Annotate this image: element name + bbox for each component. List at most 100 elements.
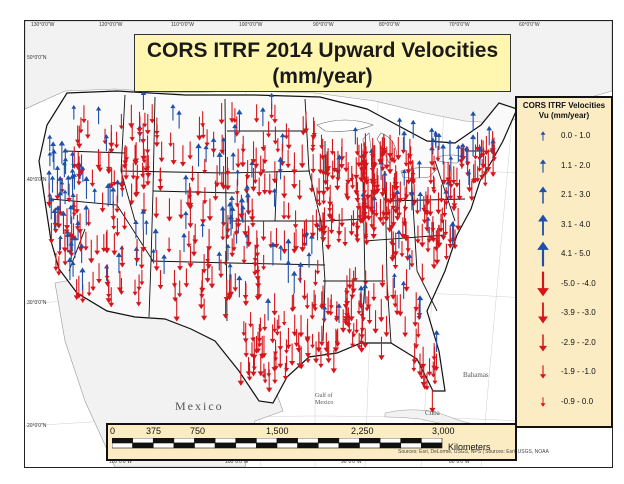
arrow-up-icon bbox=[538, 186, 548, 204]
velocity-arrow-down bbox=[440, 161, 448, 186]
velocity-arrow-down bbox=[358, 160, 365, 183]
velocity-arrow-up bbox=[417, 191, 424, 212]
velocity-arrow-down bbox=[313, 209, 320, 229]
velocity-arrow-down bbox=[256, 177, 262, 197]
velocity-arrow-down bbox=[173, 298, 180, 322]
velocity-arrow-up bbox=[244, 192, 251, 214]
velocity-arrow-down bbox=[299, 228, 306, 253]
velocity-arrow-down bbox=[369, 164, 375, 184]
velocity-arrow-down bbox=[248, 312, 254, 328]
velocity-arrow-down bbox=[380, 210, 386, 227]
velocity-arrow-down bbox=[171, 269, 178, 288]
velocity-arrow-down bbox=[319, 134, 324, 150]
velocity-arrow-down bbox=[403, 150, 409, 167]
velocity-arrow-down bbox=[348, 215, 355, 236]
velocity-arrows bbox=[46, 90, 497, 413]
velocity-arrow-down bbox=[281, 311, 287, 326]
velocity-arrow-down bbox=[179, 145, 186, 167]
velocity-arrow-down bbox=[133, 176, 140, 198]
velocity-arrow-down bbox=[202, 187, 208, 205]
velocity-arrow-down bbox=[455, 207, 462, 231]
velocity-arrow-down bbox=[76, 168, 82, 186]
lon-label-top-70w: 70°0'0"W bbox=[449, 22, 470, 28]
velocity-arrow-up bbox=[195, 143, 202, 167]
legend-item-label: 1.1 - 2.0 bbox=[561, 160, 591, 170]
velocity-arrow-down bbox=[206, 228, 213, 252]
arrow-down-icon bbox=[537, 271, 549, 296]
velocity-arrow-up bbox=[71, 202, 77, 220]
velocity-arrow-down bbox=[456, 179, 463, 201]
velocity-arrow-down bbox=[242, 322, 249, 343]
velocity-arrow-down bbox=[363, 270, 369, 286]
velocity-arrow-down bbox=[322, 162, 329, 186]
velocity-arrow-down bbox=[334, 301, 340, 321]
velocity-arrow-down bbox=[312, 294, 318, 312]
velocity-arrow-up bbox=[83, 176, 90, 199]
velocity-arrow-down bbox=[285, 327, 292, 350]
velocity-arrow-down bbox=[415, 225, 421, 244]
legend-item-label: 3.1 - 4.0 bbox=[561, 219, 591, 229]
velocity-arrow-up bbox=[64, 232, 71, 253]
velocity-arrow-down bbox=[301, 280, 308, 301]
velocity-arrow-down bbox=[189, 165, 195, 182]
velocity-arrow-down bbox=[241, 245, 247, 265]
velocity-arrow-down bbox=[61, 229, 69, 253]
velocity-arrow-down bbox=[342, 227, 348, 247]
velocity-arrow-down bbox=[187, 206, 194, 228]
velocity-arrow-down bbox=[302, 111, 310, 134]
velocity-arrow-down bbox=[166, 198, 173, 222]
place-label-cuba: Cuba bbox=[425, 409, 440, 417]
velocity-arrow-down bbox=[204, 129, 210, 147]
velocity-arrow-down bbox=[106, 281, 112, 299]
velocity-arrow-up bbox=[51, 208, 58, 231]
place-label-mexico: Mexico bbox=[175, 399, 224, 413]
velocity-arrow-down bbox=[354, 137, 361, 156]
velocity-arrow-down bbox=[74, 214, 80, 231]
lon-label-top-90w: 90°0'0"W bbox=[313, 22, 334, 28]
velocity-arrow-down bbox=[119, 177, 125, 192]
velocity-arrow-down bbox=[431, 177, 437, 194]
velocity-arrow-down bbox=[389, 238, 396, 262]
velocity-arrow-up bbox=[362, 283, 369, 304]
velocity-arrow-down bbox=[425, 235, 431, 253]
velocity-arrow-up bbox=[265, 297, 272, 321]
legend-item-label: -0.9 - 0.0 bbox=[561, 396, 594, 406]
velocity-arrow-down bbox=[352, 266, 358, 282]
velocity-arrow-down bbox=[177, 280, 183, 298]
velocity-arrow-up bbox=[105, 182, 112, 207]
velocity-arrow-down bbox=[284, 355, 290, 373]
velocity-arrow-up bbox=[433, 329, 440, 353]
velocity-arrow-down bbox=[332, 328, 340, 353]
velocity-arrow-down bbox=[99, 192, 106, 213]
velocity-arrow-down bbox=[76, 125, 83, 149]
velocity-arrow-up bbox=[69, 151, 76, 169]
velocity-arrow-down bbox=[300, 116, 307, 136]
velocity-arrow-down bbox=[281, 230, 288, 255]
velocity-arrow-down bbox=[53, 214, 59, 234]
velocity-arrow-down bbox=[370, 167, 376, 186]
velocity-arrow-up bbox=[70, 192, 76, 211]
velocity-arrow-up bbox=[433, 132, 439, 148]
velocity-arrow-down bbox=[224, 156, 231, 176]
velocity-arrow-down bbox=[318, 325, 325, 347]
velocity-arrow-down bbox=[419, 223, 426, 248]
velocity-arrow-down bbox=[329, 160, 336, 181]
velocity-arrow-down bbox=[420, 346, 427, 369]
velocity-arrow-up bbox=[232, 123, 238, 143]
velocity-arrow-up bbox=[203, 144, 209, 163]
velocity-arrow-down bbox=[138, 249, 145, 270]
velocity-arrow-down bbox=[356, 300, 362, 315]
velocity-arrow-up bbox=[401, 168, 407, 186]
velocity-arrow-down bbox=[412, 306, 419, 327]
velocity-arrow-down bbox=[309, 215, 316, 238]
legend-item: -5.0 - -4.0 bbox=[517, 271, 613, 296]
velocity-arrow-up bbox=[176, 110, 182, 129]
velocity-arrow-down bbox=[191, 235, 197, 257]
map-frame[interactable]: 50°0'0"N 40°0'0"N 30°0'0"N 20°0'0"N 130°… bbox=[24, 20, 613, 468]
legend-title: CORS ITRF Velocities Vu (mm/year) bbox=[517, 101, 611, 121]
velocity-arrow-down bbox=[422, 374, 428, 390]
velocity-arrow-down bbox=[349, 165, 355, 182]
velocity-arrow-down bbox=[391, 147, 397, 164]
velocity-arrow-down bbox=[252, 257, 258, 276]
velocity-arrow-down bbox=[451, 187, 458, 209]
